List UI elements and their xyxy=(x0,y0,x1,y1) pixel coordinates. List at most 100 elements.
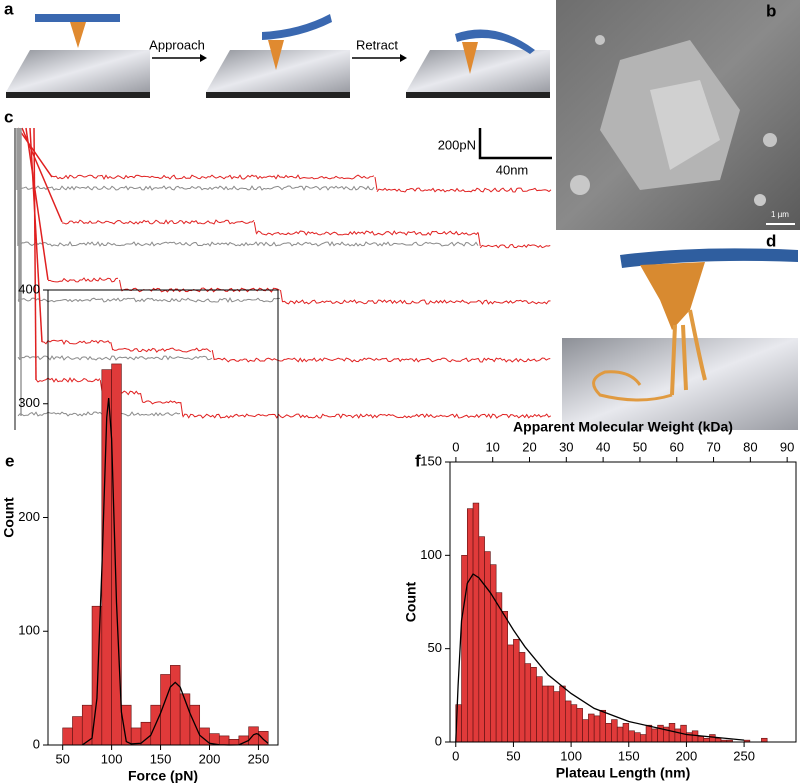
y-tick-label: 400 xyxy=(18,281,40,296)
x2-tick-label: 60 xyxy=(670,439,684,454)
x-tick-label: 50 xyxy=(55,751,69,766)
bar xyxy=(668,723,676,743)
step-label: Retract xyxy=(356,37,398,52)
bar xyxy=(570,704,578,743)
y-tick-label: 0 xyxy=(435,733,442,748)
y-tick-label: 150 xyxy=(420,453,442,468)
bar xyxy=(645,724,653,743)
plateau xyxy=(35,376,101,383)
rupture xyxy=(211,349,215,361)
x2-tick-label: 90 xyxy=(780,439,794,454)
bar xyxy=(530,667,537,743)
bar xyxy=(628,730,635,743)
retract-slope xyxy=(33,127,37,381)
bar xyxy=(466,508,474,743)
retract-slope xyxy=(25,127,49,281)
y-tick-label: 300 xyxy=(18,395,40,410)
panel-label: f xyxy=(415,451,421,470)
plateau xyxy=(41,339,111,346)
bar xyxy=(484,551,491,743)
approach-trace xyxy=(17,355,213,361)
bar xyxy=(761,737,768,743)
bar xyxy=(674,728,681,743)
bar xyxy=(472,502,480,743)
bar xyxy=(709,734,716,743)
step-label: Approach xyxy=(149,37,205,52)
bar xyxy=(170,665,181,746)
x-axis-title: Force (pN) xyxy=(128,768,198,783)
baseline xyxy=(282,299,551,305)
baseline xyxy=(214,357,551,363)
bar xyxy=(490,564,497,743)
rupture xyxy=(119,279,122,291)
x2-tick-label: 20 xyxy=(522,439,536,454)
x2-tick-label: 70 xyxy=(706,439,720,454)
baseline xyxy=(182,413,552,419)
x-tick-label: 200 xyxy=(676,748,698,763)
scale-bar xyxy=(478,128,552,160)
bar xyxy=(639,734,647,743)
x2-tick-label: 10 xyxy=(485,439,499,454)
bar xyxy=(524,663,532,743)
y-tick-label: 100 xyxy=(420,547,442,562)
panel-a-illustration xyxy=(6,14,550,98)
plateau xyxy=(47,277,119,283)
bar xyxy=(547,685,555,743)
panel-d-illustration xyxy=(562,248,798,430)
sem-image xyxy=(556,0,800,230)
bar xyxy=(541,685,549,743)
x-tick-label: 100 xyxy=(101,751,123,766)
bar xyxy=(599,709,607,743)
bar xyxy=(611,719,618,743)
approach-trace xyxy=(17,411,181,417)
retract-slope xyxy=(17,127,53,178)
plateau xyxy=(255,230,479,236)
bar xyxy=(518,652,526,743)
bar xyxy=(588,713,595,743)
bar xyxy=(536,676,543,743)
bar xyxy=(651,728,658,743)
panel-label: b xyxy=(766,1,776,20)
bar xyxy=(513,639,520,743)
plateau xyxy=(142,400,181,405)
bar xyxy=(495,592,503,743)
bar xyxy=(616,726,624,743)
bar xyxy=(703,737,710,743)
scale-bar-label: 200pN xyxy=(438,137,476,152)
x2-tick-label: 0 xyxy=(452,439,459,454)
rupture xyxy=(180,402,184,417)
approach-trace xyxy=(17,297,281,303)
rupture xyxy=(280,289,283,303)
panel-label: d xyxy=(766,231,776,250)
x-tick-label: 250 xyxy=(733,748,755,763)
bar xyxy=(634,732,641,743)
y-tick-label: 0 xyxy=(33,736,40,751)
x-tick-label: 150 xyxy=(618,748,640,763)
x2-tick-label: 80 xyxy=(743,439,757,454)
bar xyxy=(622,723,630,743)
bar xyxy=(218,735,230,746)
x-tick-label: 50 xyxy=(506,748,520,763)
bar xyxy=(507,644,514,743)
approach-trace xyxy=(17,240,479,247)
force-traces xyxy=(14,127,552,430)
plateau xyxy=(51,174,375,181)
bar xyxy=(130,727,142,746)
x-tick-label: 100 xyxy=(560,748,582,763)
x-tick-label: 200 xyxy=(199,751,221,766)
rupture xyxy=(253,221,257,234)
bar xyxy=(248,726,259,746)
panel-label: c xyxy=(4,107,13,126)
x2-axis-title: Apparent Molecular Weight (kDa) xyxy=(513,419,733,435)
panel-label: e xyxy=(5,451,14,470)
bar xyxy=(461,555,468,743)
x2-tick-label: 40 xyxy=(596,439,610,454)
plateau xyxy=(112,347,212,353)
bar xyxy=(576,708,583,743)
y-tick-label: 50 xyxy=(428,640,442,655)
bar xyxy=(697,736,705,743)
bar xyxy=(593,715,601,743)
bar xyxy=(501,611,508,743)
